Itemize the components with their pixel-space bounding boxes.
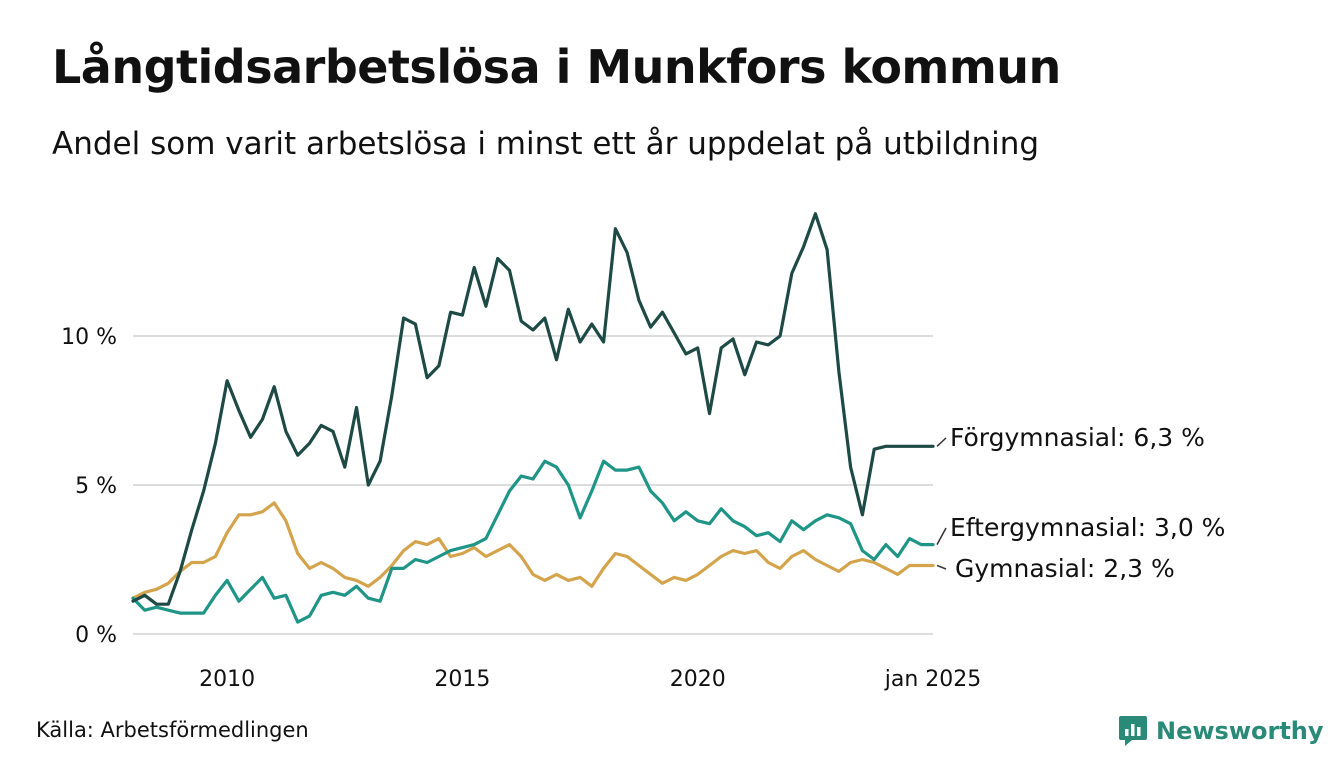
series-label-förgymnasial: Förgymnasial: 6,3 % [950, 423, 1205, 452]
x-tick-label: 2010 [199, 667, 255, 692]
x-tick-label: jan 2025 [884, 667, 982, 692]
y-tick-label: 0 % [75, 623, 117, 648]
series-labels: Gymnasial: 2,3 % Eftergymnasial: 3,0 % För… [936, 423, 1225, 583]
label-connector [936, 437, 947, 447]
series-line-förgymnasial [131, 212, 935, 606]
series-line-gymnasial [131, 501, 935, 600]
newsworthy-logo[interactable]: Newsworthy [1118, 714, 1324, 748]
gridlines [133, 335, 933, 635]
series-label-eftergymnasial: Eftergymnasial: 3,0 % [950, 513, 1225, 542]
series-lines [131, 212, 935, 624]
chart-title: Långtidsarbetslösa i Munkfors kommun [52, 40, 1061, 94]
series-line-eftergymnasial [131, 459, 935, 624]
chart-subtitle: Andel som varit arbetslösa i minst ett å… [52, 126, 1040, 162]
y-tick-label: 5 % [75, 474, 117, 499]
x-tick-label: 2020 [670, 667, 726, 692]
y-tick-label: 10 % [61, 325, 117, 350]
label-connector [936, 564, 947, 570]
brand-name: Newsworthy [1156, 717, 1324, 745]
x-tick-label: 2015 [434, 667, 490, 692]
newsworthy-logo-icon [1119, 716, 1147, 746]
line-chart: 0 % 5 % 10 % 2010 2015 2020 jan 2025 Gymnasia… [61, 212, 1225, 692]
source-note: Källa: Arbetsförmedlingen [36, 718, 309, 742]
y-axis-ticks: 0 % 5 % 10 % [61, 325, 117, 648]
label-connector [936, 527, 947, 545]
series-label-gymnasial: Gymnasial: 2,3 % [955, 554, 1175, 583]
x-axis-ticks: 2010 2015 2020 jan 2025 [199, 667, 981, 692]
